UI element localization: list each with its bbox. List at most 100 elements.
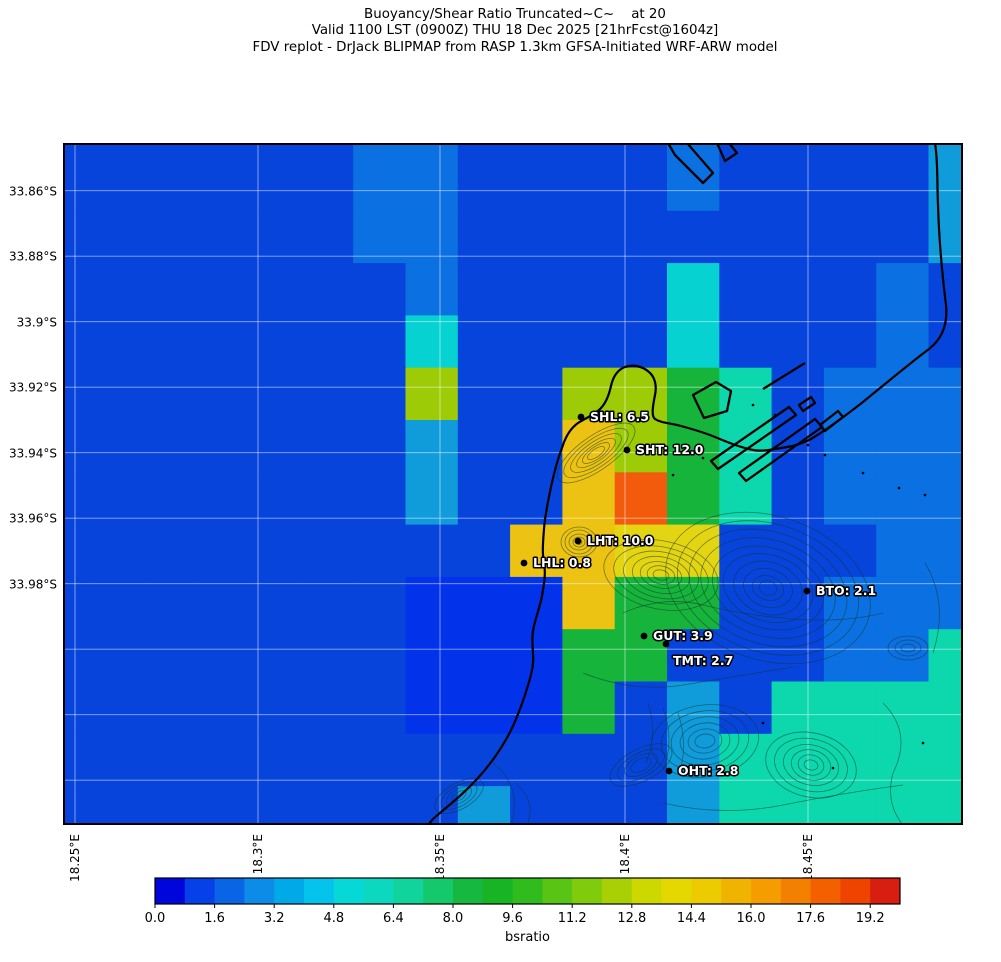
grid-cell xyxy=(771,158,825,212)
contour-line xyxy=(645,702,653,764)
grid-cell xyxy=(248,524,302,578)
grid-cell xyxy=(63,420,93,473)
grid-cell xyxy=(510,420,563,473)
grid-cell xyxy=(614,786,668,825)
station-markers: SHL: 6.5 SHT: 12.0 LHT: 10.0 LHL: 0.8 BTO: 2… xyxy=(520,408,878,780)
grid-cell xyxy=(405,524,459,578)
contour-ring xyxy=(660,710,750,772)
grid-cell xyxy=(300,158,354,212)
grid-cell xyxy=(353,158,406,212)
colorbar-tick-label: 8.0 xyxy=(443,911,464,926)
grid-cell xyxy=(63,472,93,526)
grid-cell xyxy=(928,367,963,421)
contour-ring xyxy=(900,643,916,653)
contour-ring xyxy=(624,753,658,777)
grid-cell xyxy=(719,315,773,369)
contour-ring xyxy=(568,533,590,551)
grid-cell xyxy=(771,576,825,630)
grid-cell xyxy=(63,210,93,264)
grid-cell xyxy=(876,210,929,264)
grid-cell xyxy=(876,158,929,212)
contour-line xyxy=(622,601,884,621)
grid-cell xyxy=(719,263,773,316)
rock-speckle xyxy=(897,486,901,490)
grid-cell xyxy=(876,681,929,735)
grid-cell xyxy=(63,158,93,212)
harbor-pier xyxy=(797,395,817,413)
grid-cell xyxy=(928,420,963,473)
grid-cell xyxy=(300,315,354,369)
grid-cell xyxy=(562,472,616,526)
contour-ring xyxy=(783,744,839,786)
colorbar-segment xyxy=(721,878,752,904)
grid-cell xyxy=(405,472,459,526)
contour-ring xyxy=(774,737,848,793)
grid-cell xyxy=(405,420,459,473)
y-tick-label: 33.86°S xyxy=(9,185,57,199)
grid-cell xyxy=(928,524,963,578)
grid-cell xyxy=(771,263,825,316)
grid-cell xyxy=(510,158,563,212)
rock-speckle xyxy=(861,471,865,475)
grid-cell xyxy=(91,367,145,421)
harbor-quay xyxy=(709,405,798,471)
grid-cell xyxy=(823,210,877,264)
grid-cell xyxy=(457,524,511,578)
contour-ring xyxy=(887,635,929,661)
grid-cell xyxy=(248,210,302,264)
rock-speckle xyxy=(751,403,755,407)
contour-ring xyxy=(639,561,683,589)
grid-cell xyxy=(771,210,825,264)
contour-ring xyxy=(758,580,778,596)
x-tick-label: 18.3°E xyxy=(251,834,265,874)
grid-cell xyxy=(510,143,563,159)
grid-cell xyxy=(510,786,563,825)
grid-cell xyxy=(457,733,511,787)
grid-cell xyxy=(248,733,302,787)
colorbar-tick-label: 19.2 xyxy=(856,911,885,926)
grid-cell xyxy=(667,472,720,526)
grid-cell xyxy=(771,420,825,473)
grid-cell xyxy=(876,143,929,159)
grid-cell xyxy=(719,158,773,212)
grid-cell xyxy=(614,158,668,212)
raster-cells xyxy=(63,143,963,825)
colorbar-segment xyxy=(393,878,424,904)
grid-cell xyxy=(510,472,563,526)
grid-cell xyxy=(353,681,406,735)
grid-cell xyxy=(353,524,406,578)
grid-cell xyxy=(614,733,668,787)
grid-cell xyxy=(91,210,145,264)
rock-speckle xyxy=(823,453,827,457)
grid-cell xyxy=(823,524,877,578)
grid-cell xyxy=(719,629,773,682)
map-plot: SHL: 6.5 SHT: 12.0 LHT: 10.0 LHL: 0.8 BTO: 2… xyxy=(63,143,963,825)
colorbar-segment xyxy=(453,878,484,904)
rock-speckle xyxy=(923,493,927,497)
colorbar-segment xyxy=(870,878,901,904)
grid-cell xyxy=(876,263,929,316)
grid-cell xyxy=(405,681,459,735)
contour-ring xyxy=(688,528,848,648)
contour-line xyxy=(492,762,515,825)
grid-cell xyxy=(928,576,963,630)
contour-ring xyxy=(650,704,760,778)
grid-cell xyxy=(510,681,563,735)
grid-cell xyxy=(876,315,929,369)
grid-cell xyxy=(457,576,511,630)
grid-cell xyxy=(196,524,250,578)
grid-cell xyxy=(300,143,354,159)
grid-cell xyxy=(510,210,563,264)
grid-cell xyxy=(196,472,250,526)
grid-cell xyxy=(457,367,511,421)
y-tick-label: 33.88°S xyxy=(9,250,57,264)
grid-cell xyxy=(91,576,145,630)
grid-cell xyxy=(928,472,963,526)
grid-cell xyxy=(928,786,963,825)
grid-cell xyxy=(562,367,616,421)
grid-cell xyxy=(614,629,668,682)
grid-cell xyxy=(144,315,197,369)
grid-cell xyxy=(405,158,459,212)
contour-ring xyxy=(700,537,836,639)
